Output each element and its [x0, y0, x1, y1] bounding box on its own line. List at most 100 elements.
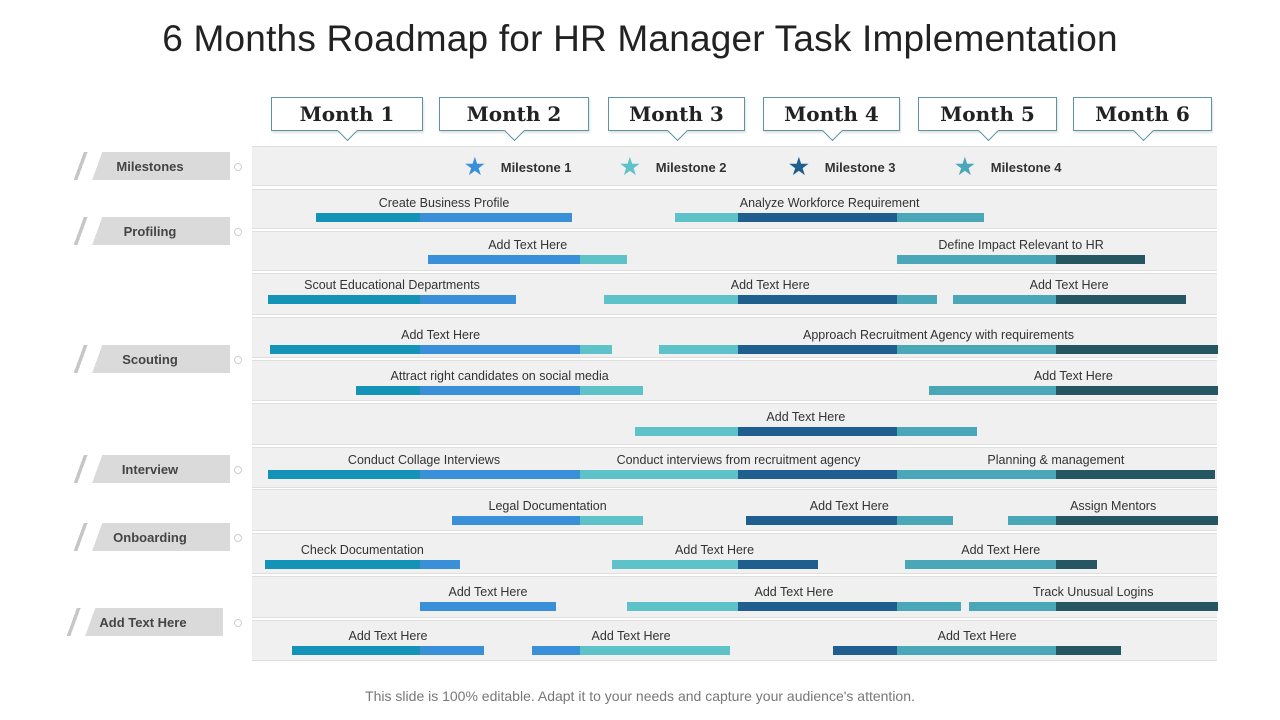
category-stripe — [70, 345, 106, 373]
task-bar-segment — [897, 213, 985, 222]
task-bar-segment — [603, 295, 738, 304]
task-bar-segment — [745, 516, 897, 525]
task-bar-segment — [1056, 516, 1218, 525]
task-bar-segment — [292, 646, 420, 655]
month-header-3: Month 3 — [608, 97, 745, 142]
task-bar-segment — [738, 602, 897, 611]
footer-note: This slide is 100% editable. Adapt it to… — [365, 688, 915, 704]
task-bar-segment — [635, 427, 738, 436]
category-label-onboarding: Onboarding — [70, 523, 230, 551]
task-row — [252, 576, 1217, 618]
task-bar-segment — [1056, 470, 1215, 479]
category-label-add-text-here: Add Text Here — [63, 608, 223, 636]
task-bar-segment — [738, 345, 897, 354]
task-bar-segment — [1056, 255, 1146, 264]
task-row — [252, 447, 1217, 488]
task-bar-segment — [268, 470, 420, 479]
task-label: Attract right candidates on social media — [390, 369, 609, 383]
task-bar-segment — [452, 516, 580, 525]
category-text: Add Text Here — [99, 614, 187, 630]
task-bar-segment — [420, 646, 484, 655]
task-label: Scout Educational Departments — [304, 278, 480, 292]
task-bar-segment — [897, 427, 977, 436]
task-bar-segment — [897, 295, 937, 304]
task-label: Add Text Here — [937, 629, 1017, 643]
category-label-milestones: Milestones — [70, 152, 230, 180]
month-header-5: Month 5 — [918, 97, 1057, 142]
task-label: Add Text Here — [809, 499, 889, 513]
task-bar-segment — [420, 213, 572, 222]
task-bar-segment — [897, 470, 1056, 479]
task-bar-segment — [316, 213, 420, 222]
task-bar-segment — [264, 560, 420, 569]
task-bar-segment — [268, 295, 420, 304]
task-bar-segment — [532, 646, 580, 655]
task-bar-segment — [928, 386, 1056, 395]
milestone-2: ★ Milestone 2 — [620, 156, 727, 178]
task-bar-segment — [968, 602, 1056, 611]
task-bar-segment — [580, 470, 738, 479]
task-bar-segment — [420, 560, 460, 569]
task-bar-segment — [1008, 516, 1056, 525]
month-label: Month 6 — [1095, 102, 1190, 126]
task-bar-segment — [738, 470, 897, 479]
task-bar-segment — [356, 386, 420, 395]
task-row — [252, 403, 1217, 445]
month-header-1: Month 1 — [271, 97, 423, 142]
milestone-1: ★ Milestone 1 — [465, 156, 572, 178]
task-bar-segment — [580, 516, 644, 525]
milestone-3: ★ Milestone 3 — [789, 156, 896, 178]
task-bar-segment — [904, 560, 1056, 569]
star-icon: ★ — [955, 154, 975, 179]
task-row — [252, 273, 1217, 315]
milestone-label: Milestone 4 — [990, 159, 1062, 175]
category-label-scouting: Scouting — [70, 345, 230, 373]
category-text: Profiling — [123, 223, 177, 239]
task-label: Add Text Here — [448, 585, 528, 599]
category-label-profiling: Profiling — [70, 217, 230, 245]
category-stripe — [70, 523, 106, 551]
task-bar-segment — [897, 516, 953, 525]
task-label: Add Text Here — [766, 410, 846, 424]
task-label: Check Documentation — [300, 543, 424, 557]
month-label: Month 2 — [466, 102, 562, 126]
task-bar-segment — [1056, 386, 1218, 395]
task-bar-segment — [420, 386, 580, 395]
task-label: Assign Mentors — [1070, 499, 1157, 513]
task-row — [252, 189, 1217, 229]
month-label: Month 1 — [299, 102, 395, 126]
category-label-interview: Interview — [70, 455, 230, 483]
task-label: Planning & management — [987, 453, 1125, 467]
task-bar-segment — [833, 646, 897, 655]
category-stripe — [63, 608, 99, 636]
task-bar-segment — [580, 345, 612, 354]
task-bar-segment — [428, 255, 580, 264]
task-label: Add Text Here — [488, 238, 568, 252]
task-bar-segment — [580, 646, 731, 655]
task-label: Add Text Here — [1033, 369, 1113, 383]
task-bar-segment — [269, 345, 420, 354]
category-text: Milestones — [116, 158, 184, 174]
task-bar-segment — [738, 560, 818, 569]
connector-dot — [234, 228, 242, 236]
category-text: Onboarding — [113, 529, 187, 545]
task-bar-segment — [897, 602, 961, 611]
task-bar-segment — [1056, 602, 1218, 611]
month-label: Month 4 — [784, 102, 879, 126]
task-bar-segment — [897, 646, 1056, 655]
task-bar-segment — [897, 345, 1056, 354]
task-bar-segment — [627, 602, 738, 611]
task-label: Add Text Here — [961, 543, 1041, 557]
task-bar-segment — [420, 295, 516, 304]
connector-dot — [234, 466, 242, 474]
task-bar-segment — [659, 345, 738, 354]
connector-dot — [234, 356, 242, 364]
task-bar-segment — [674, 213, 738, 222]
task-bar-segment — [1056, 646, 1121, 655]
task-label: Legal Documentation — [488, 499, 607, 513]
task-label: Create Business Profile — [378, 196, 510, 210]
milestone-label: Milestone 3 — [824, 159, 896, 175]
task-bar-segment — [420, 602, 556, 611]
task-bar-segment — [420, 345, 580, 354]
task-label: Add Text Here — [730, 278, 810, 292]
